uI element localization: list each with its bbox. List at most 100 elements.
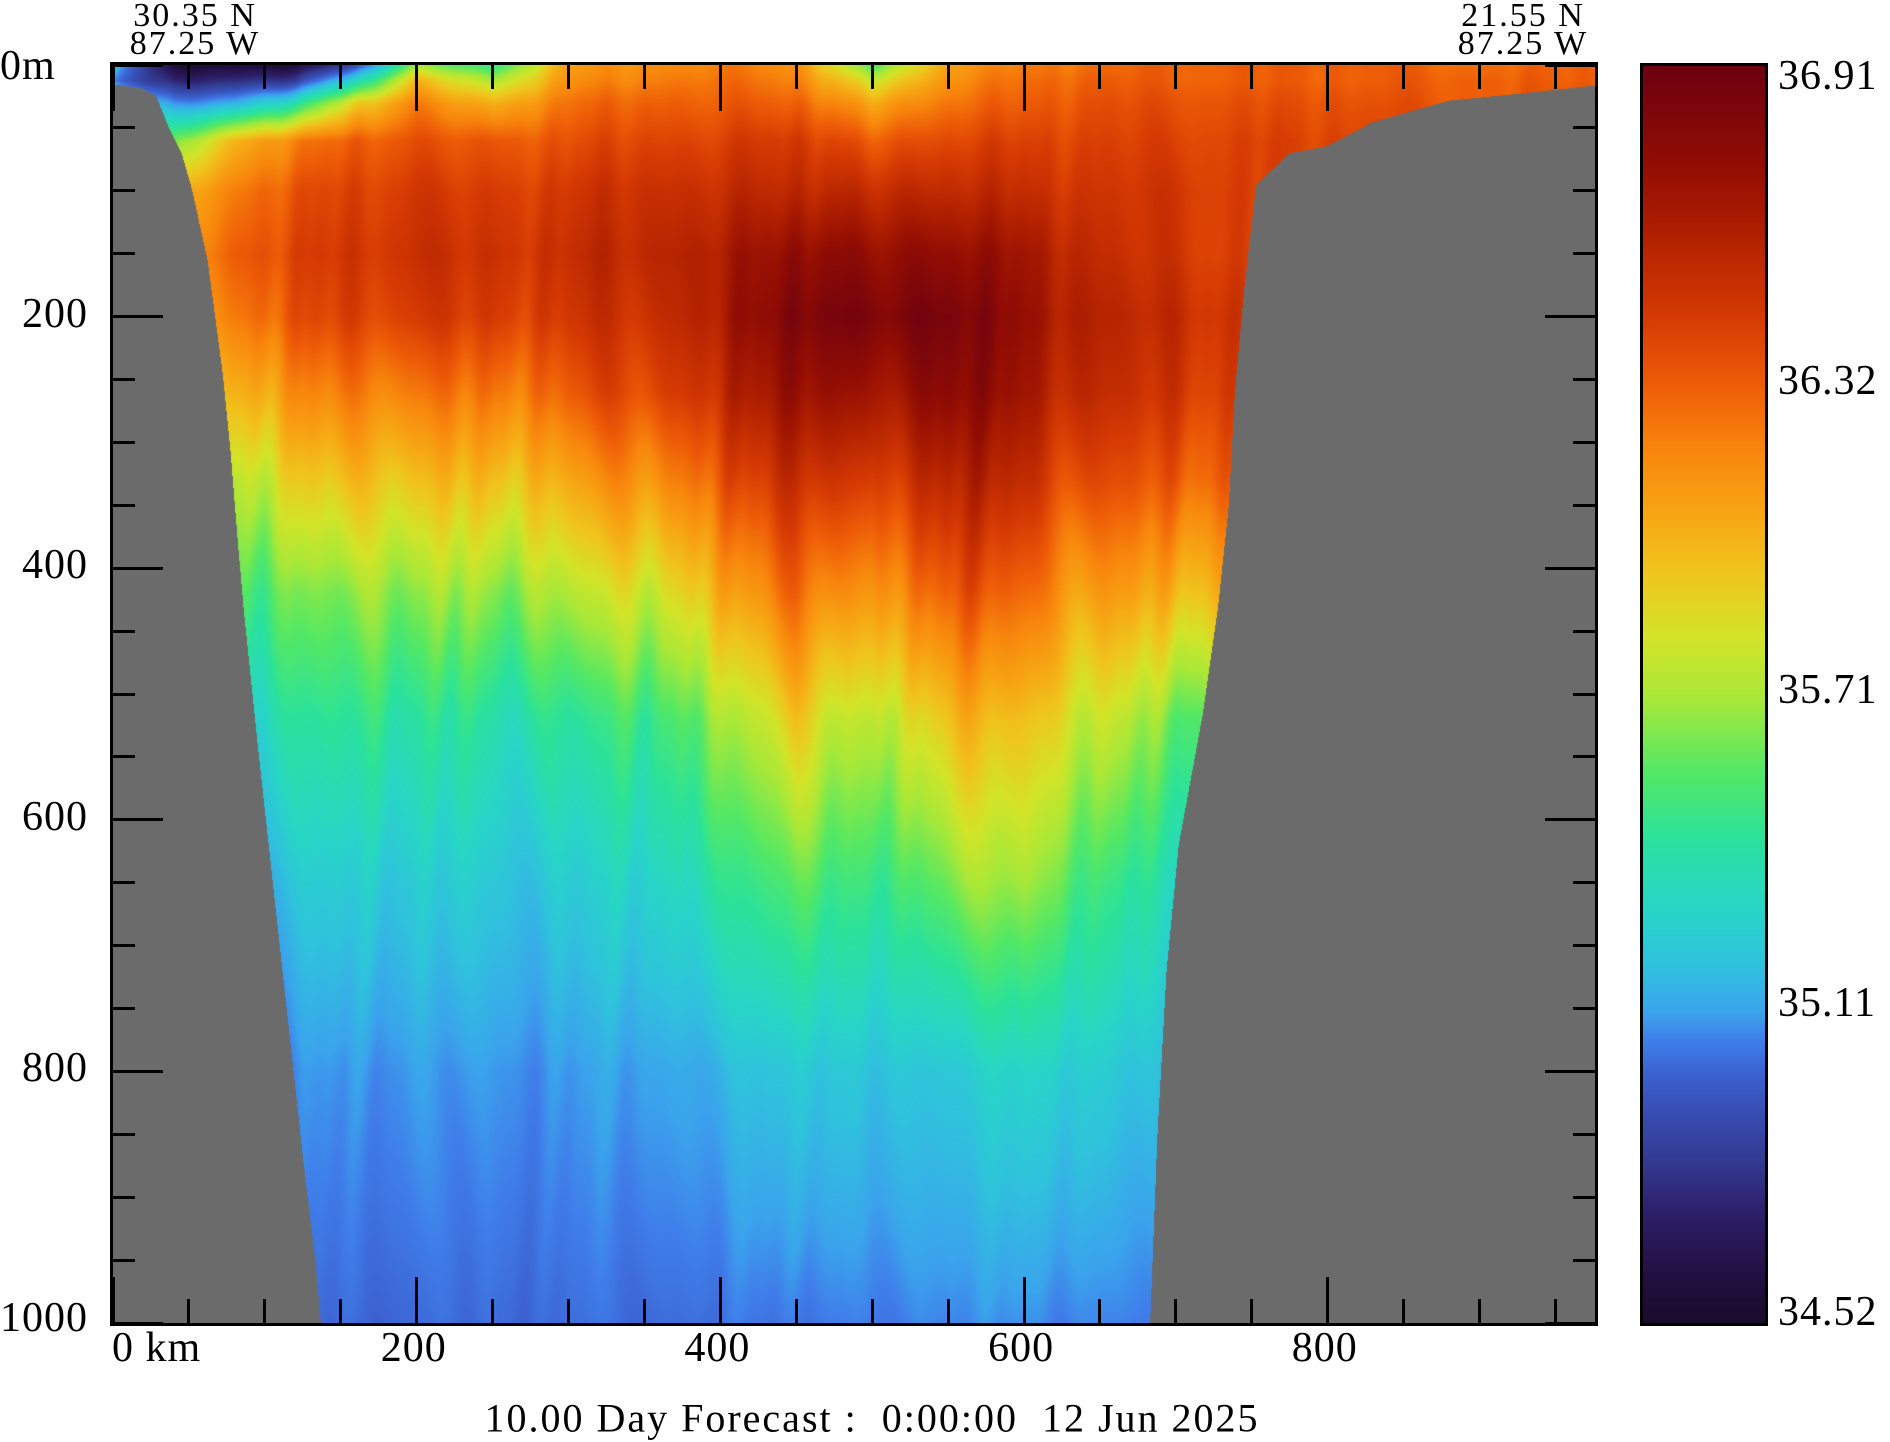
- bottom-axis-tick: [1174, 1299, 1178, 1323]
- left-axis-tick: [113, 629, 135, 633]
- section-end-coords: 21.55 N 87.25 W: [1448, 0, 1598, 61]
- colorbar-tick-label: 35.71: [1778, 667, 1878, 714]
- depth-axis-label: 800: [22, 1045, 88, 1092]
- bottom-axis-tick: [1554, 1299, 1558, 1323]
- top-axis-tick: [794, 65, 798, 89]
- depth-axis-label: 400: [22, 542, 88, 589]
- x-axis-label: 200: [380, 1325, 447, 1371]
- depth-axis-label: 0m: [0, 43, 56, 89]
- top-axis-tick: [567, 65, 571, 89]
- top-axis-tick: [1478, 65, 1482, 89]
- top-axis-tick: [642, 65, 646, 89]
- right-axis-tick: [1573, 1007, 1595, 1010]
- x-axis-label: 800: [1291, 1325, 1358, 1371]
- top-axis-tick: [1174, 65, 1178, 89]
- bottom-axis-tick: [1098, 1299, 1102, 1323]
- left-axis-tick: [113, 252, 135, 256]
- depth-axis-label: 200: [22, 290, 88, 337]
- right-axis-tick: [1573, 755, 1595, 759]
- bottom-axis-tick: [718, 1277, 722, 1323]
- left-axis-tick: [113, 63, 163, 67]
- right-axis-tick: [1573, 126, 1595, 130]
- bottom-axis-tick: [794, 1299, 798, 1323]
- left-axis-tick: [113, 692, 135, 696]
- top-axis-tick: [946, 65, 950, 89]
- right-axis-tick: [1545, 566, 1595, 570]
- colorbar-tick-label: 35.11: [1778, 980, 1876, 1027]
- bottom-axis-tick: [187, 1299, 191, 1323]
- right-axis-tick: [1573, 881, 1595, 885]
- right-axis-tick: [1545, 1069, 1595, 1073]
- right-axis-tick: [1573, 692, 1595, 696]
- right-axis-tick: [1573, 629, 1595, 633]
- left-axis-tick: [113, 944, 135, 948]
- bottom-axis-tick: [1250, 1299, 1254, 1323]
- top-axis-tick: [1402, 65, 1406, 89]
- right-axis-tick: [1573, 944, 1595, 948]
- left-axis-tick: [113, 126, 135, 130]
- bottom-axis-tick: [1478, 1299, 1482, 1323]
- forecast-caption: 10.00 Day Forecast : 0:00:00 12 Jun 2025: [484, 1395, 1260, 1441]
- bottom-axis-tick: [111, 1277, 115, 1323]
- end-lat-label: 21.55 N: [1461, 0, 1585, 34]
- salinity-section-canvas: [113, 65, 1595, 1323]
- colorbar-tick-label: 34.52: [1778, 1289, 1878, 1336]
- left-axis-tick: [113, 189, 135, 193]
- right-axis-tick: [1573, 1195, 1595, 1199]
- top-axis-tick: [718, 65, 722, 111]
- left-axis-tick: [113, 818, 163, 822]
- right-axis-tick: [1545, 315, 1595, 319]
- left-axis-tick: [113, 503, 135, 507]
- left-axis-tick: [113, 881, 135, 885]
- colorbar: [1640, 63, 1768, 1326]
- start-lon-label: 87.25 W: [129, 25, 261, 62]
- right-axis-tick: [1573, 378, 1595, 381]
- plot-area: [110, 62, 1598, 1326]
- bottom-axis-tick: [491, 1299, 495, 1323]
- section-start-coords: 30.35 N 87.25 W: [120, 0, 270, 61]
- right-axis-tick: [1573, 1132, 1595, 1136]
- bottom-axis-tick: [263, 1299, 267, 1323]
- start-lat-label: 30.35 N: [133, 0, 257, 34]
- top-axis-tick: [1326, 65, 1330, 111]
- top-axis-tick: [1098, 65, 1102, 89]
- colorbar-tick-label: 36.32: [1778, 358, 1878, 405]
- right-axis-tick: [1573, 189, 1595, 193]
- colorbar-tick-label: 36.91: [1778, 52, 1878, 99]
- top-axis-tick: [187, 65, 191, 89]
- left-axis-tick: [113, 1132, 135, 1136]
- left-axis-tick: [113, 755, 135, 759]
- bottom-axis-tick: [1326, 1277, 1330, 1323]
- x-axis-label: 600: [988, 1325, 1055, 1371]
- right-axis-tick: [1573, 440, 1595, 444]
- top-axis-tick: [870, 65, 874, 89]
- top-axis-tick: [1554, 65, 1558, 89]
- bottom-axis-tick: [642, 1299, 646, 1323]
- x-axis-label: 0 km: [112, 1325, 202, 1371]
- right-axis-tick: [1545, 1321, 1595, 1325]
- left-axis-tick: [113, 1195, 135, 1199]
- bottom-axis-tick: [1402, 1299, 1406, 1323]
- left-axis-tick: [113, 378, 135, 381]
- top-axis-tick: [339, 65, 343, 89]
- left-axis-tick: [113, 1007, 135, 1010]
- right-axis-tick: [1573, 1258, 1595, 1262]
- depth-axis-label: 1000: [0, 1295, 88, 1341]
- bottom-axis-tick: [1022, 1277, 1026, 1323]
- top-axis-tick: [415, 65, 419, 111]
- left-axis-tick: [113, 1321, 163, 1325]
- top-axis-tick: [1250, 65, 1254, 89]
- top-axis-tick: [263, 65, 267, 89]
- left-axis-tick: [113, 566, 163, 570]
- top-axis-tick: [491, 65, 495, 89]
- top-axis-tick: [111, 65, 115, 111]
- left-axis-tick: [113, 315, 163, 319]
- bottom-axis-tick: [415, 1277, 419, 1323]
- bottom-axis-tick: [870, 1299, 874, 1323]
- right-axis-tick: [1545, 63, 1595, 67]
- bottom-axis-tick: [339, 1299, 343, 1323]
- right-axis-tick: [1573, 503, 1595, 507]
- left-axis-tick: [113, 1069, 163, 1073]
- right-axis-tick: [1573, 252, 1595, 256]
